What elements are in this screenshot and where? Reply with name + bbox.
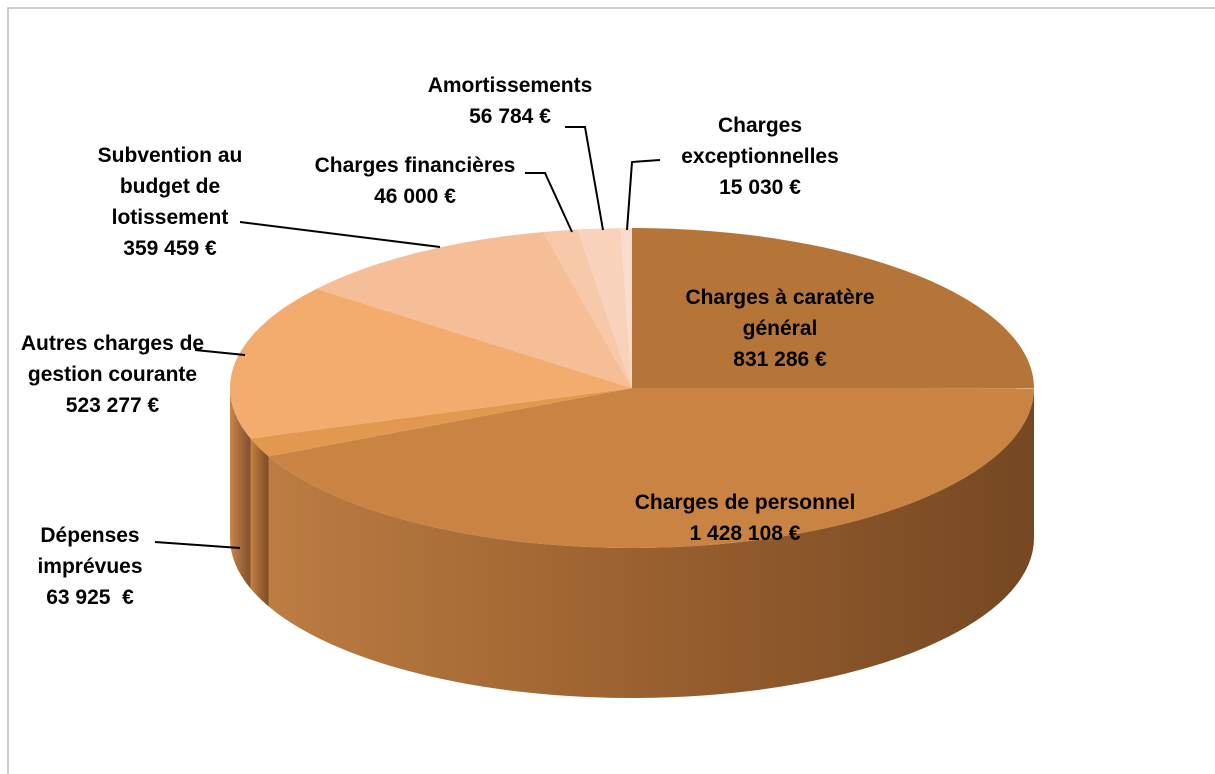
slice-label: Charges financières 46 000 € <box>314 154 516 208</box>
leader-line <box>565 126 604 231</box>
slice-side <box>268 388 1034 698</box>
slice <box>229 288 632 439</box>
slice-label: Charges exceptionnelles 15 030 € <box>681 114 839 199</box>
slice-label: Dépenses imprévues 63 925 € <box>37 524 146 609</box>
leader-lines <box>154 126 661 549</box>
slice-side-tint <box>230 388 251 589</box>
slice-side-tint <box>250 438 269 607</box>
slice <box>250 388 633 457</box>
frame <box>7 7 1215 774</box>
slice <box>316 231 632 388</box>
slice <box>632 228 1034 389</box>
slice <box>577 228 632 388</box>
leader-line <box>525 172 573 233</box>
slice-label: Charges à caratère général 831 286 € <box>685 286 881 371</box>
slice-side <box>250 438 269 607</box>
leader-line <box>194 349 246 356</box>
slice <box>268 388 1034 548</box>
slice-side-tint <box>268 388 1034 698</box>
slice <box>620 228 632 388</box>
slice <box>543 229 632 388</box>
slice-label: Amortissements 56 784 € <box>427 74 593 128</box>
slice-side <box>230 388 251 589</box>
leader-line <box>239 221 441 248</box>
slice-label: Subvention au budget de lotissement 359 4… <box>97 144 249 260</box>
leader-line <box>626 159 661 231</box>
slice-label: Charges de personnel 1 428 108 € <box>634 491 856 545</box>
leader-line <box>154 541 241 549</box>
slice-label: Autres charges de gestion courante 523 27… <box>20 332 210 417</box>
pie <box>229 228 1034 698</box>
